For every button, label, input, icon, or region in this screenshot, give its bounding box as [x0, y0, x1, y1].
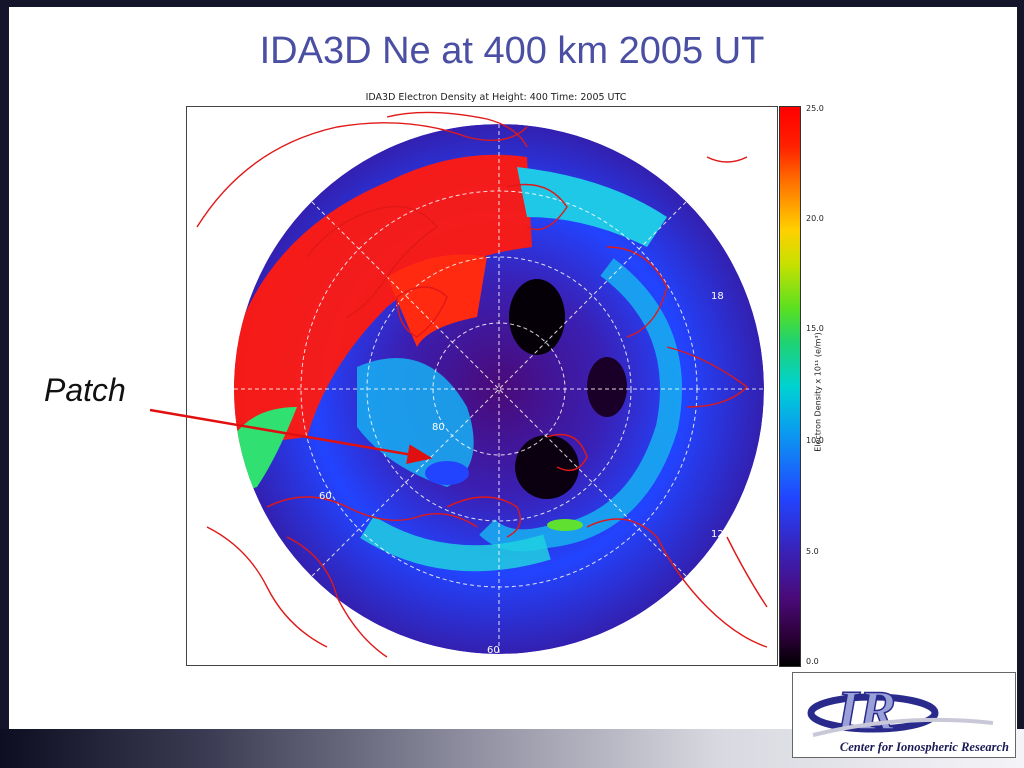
cyan-polar-cap: [357, 358, 474, 487]
grid-labels: 80 60 60 18 12 0: [265, 291, 724, 656]
patch-annotation: Patch: [44, 372, 126, 408]
colorbar-tick: 15.0: [806, 324, 824, 333]
cir-logo: IR Center for Ionospheric Research: [792, 672, 1016, 758]
colorbar-tick: 20.0: [806, 214, 824, 223]
cir-logo-mark: IR: [807, 679, 994, 743]
colorbar-tick: 10.0: [806, 436, 824, 445]
lat-label-80: 80: [432, 422, 445, 433]
lon-label-0: 0: [265, 529, 271, 540]
colorbar: [779, 106, 801, 667]
green-blob: [547, 519, 583, 531]
dark-region: [587, 357, 627, 417]
density-patch: [425, 461, 469, 485]
arrow-icon: [149, 408, 433, 465]
lon-label-12: 12: [711, 529, 724, 540]
polar-map-plot: 80 60 60 18 12 0: [186, 106, 778, 666]
longitude-grid: [234, 124, 764, 654]
colorbar-tick: 5.0: [806, 547, 819, 556]
lat-label-60-bottom: 60: [487, 645, 500, 656]
slide-title: IDA3D Ne at 400 km 2005 UT: [259, 30, 765, 72]
coastlines: [196, 111, 768, 658]
lon-label-18: 18: [711, 291, 724, 302]
logo-text: Center for Ionospheric Research: [839, 740, 1009, 754]
cyan-band-top: [517, 167, 667, 247]
colorbar-tick: 0.0: [806, 657, 819, 666]
dark-region: [509, 279, 565, 355]
figure-title: IDA3D Electron Density at Height: 400 Ti…: [365, 92, 627, 103]
dark-region: [515, 435, 579, 499]
high-density-region: [234, 154, 532, 447]
polar-density-map: 80 60 60 18 12 0: [196, 111, 768, 658]
high-density-tongue: [387, 254, 487, 347]
svg-text:IR: IR: [836, 680, 896, 742]
density-figure: IDA3D Electron Density at Height: 400 Ti…: [186, 92, 846, 667]
colorbar-tick: 25.0: [806, 104, 824, 113]
lat-label-60: 60: [319, 491, 332, 502]
auroral-oval-south: [360, 515, 551, 572]
